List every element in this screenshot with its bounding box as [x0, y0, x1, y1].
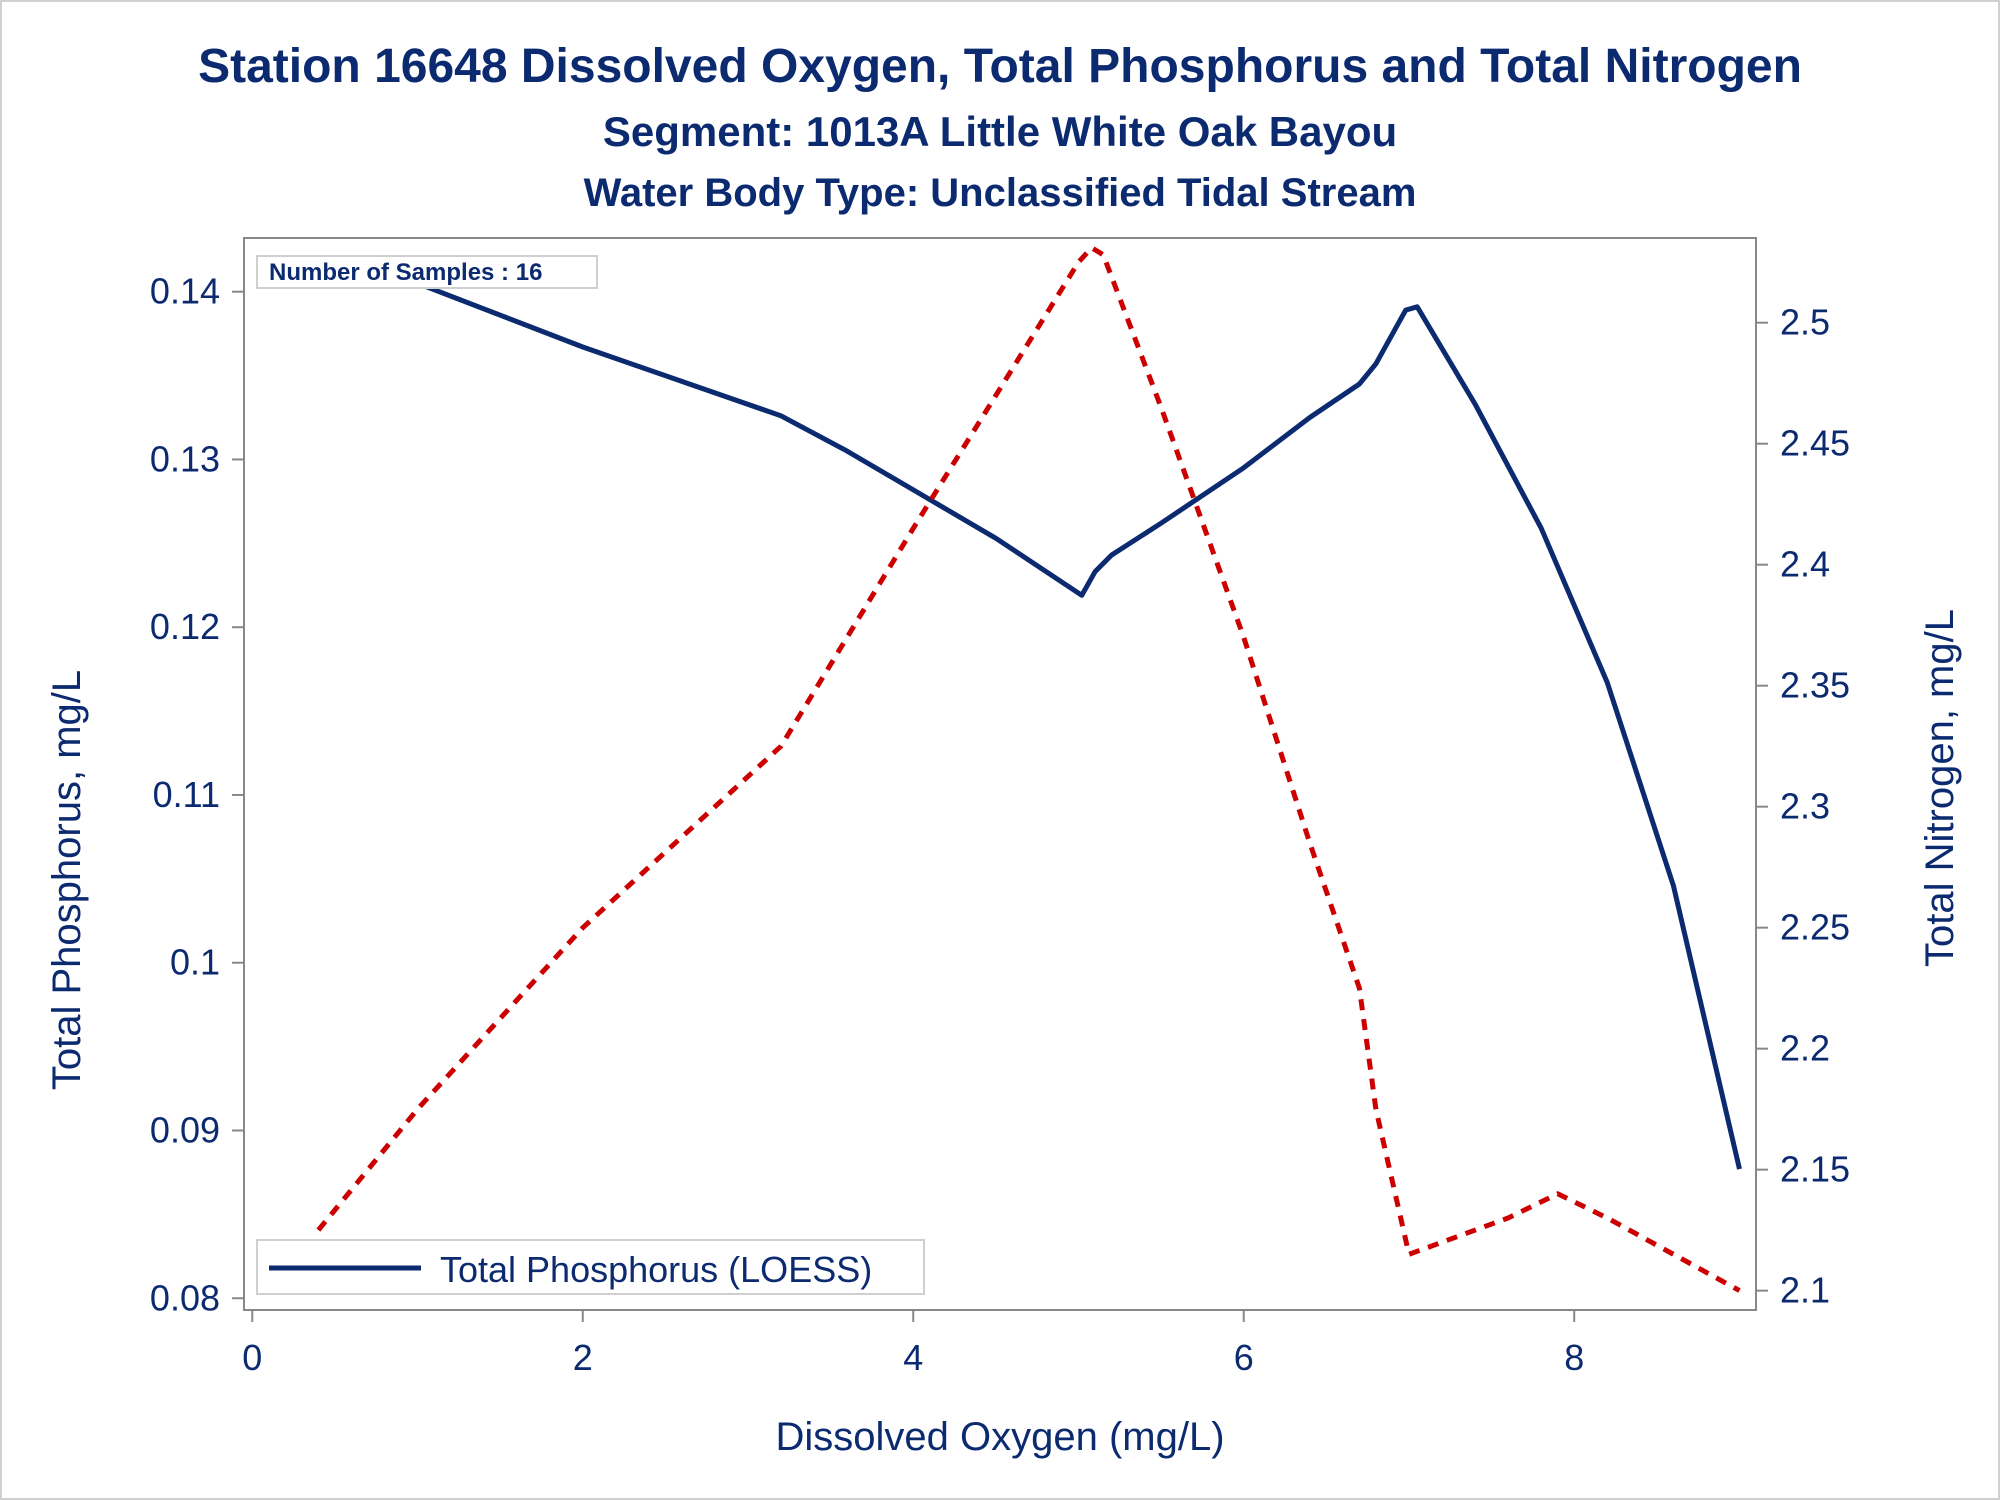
y2-tick-label: 2.45 — [1780, 423, 1850, 464]
plot-area: 0 2 4 6 8 0.08 0.09 0.1 0.11 0.12 0.13 0.14 2.1 2.15 2… — [150, 237, 1850, 1378]
y2-tick-label: 2.35 — [1780, 665, 1850, 706]
series-line-phosphorus — [317, 255, 1742, 1170]
legend-label-phosphorus: Total Phosphorus (LOESS) — [440, 1249, 872, 1290]
x-axis-label: Dissolved Oxygen (mg/L) — [775, 1415, 1224, 1459]
x-tick-label: 8 — [1564, 1337, 1584, 1378]
y2-tick-label: 2.1 — [1780, 1270, 1830, 1311]
y2-tick-label: 2.5 — [1780, 302, 1830, 343]
y2-tick-label: 2.4 — [1780, 544, 1830, 585]
plot-border — [243, 237, 1757, 1311]
y-tick-label: 0.08 — [150, 1277, 220, 1318]
y2-tick-label: 2.15 — [1780, 1149, 1850, 1190]
x-tick-label: 0 — [242, 1337, 262, 1378]
x-tick-label: 6 — [1234, 1337, 1254, 1378]
sample-count-box — [256, 255, 598, 289]
y-tick-label: 0.1 — [170, 942, 220, 983]
y-tick-label: 0.11 — [153, 774, 220, 815]
chart-subtitle: Segment: 1013A Little White Oak Bayou — [603, 108, 1397, 155]
series-line-nitrogen — [316, 245, 1741, 1293]
y2-tick-label: 2.2 — [1780, 1028, 1830, 1069]
y-tick-label: 0.14 — [150, 271, 220, 312]
chart-subtitle-2: Water Body Type: Unclassified Tidal Stre… — [584, 171, 1417, 215]
x-tick-label: 2 — [573, 1337, 593, 1378]
y-tick-label: 0.09 — [150, 1109, 220, 1150]
sample-count-note: Number of Samples : 16 — [269, 259, 542, 286]
chart-title: Station 16648 Dissolved Oxygen, Total Ph… — [198, 40, 1802, 93]
y-tick-label: 0.13 — [150, 438, 220, 479]
y2-tick-label: 2.3 — [1780, 786, 1830, 827]
x-tick-label: 4 — [903, 1337, 923, 1378]
y2-axis-label: Total Nitrogen, mg/L — [1918, 609, 1962, 967]
y-tick-label: 0.12 — [150, 606, 220, 647]
y2-tick-label: 2.25 — [1780, 907, 1850, 948]
y-axis-label: Total Phosphorus, mg/L — [45, 670, 89, 1090]
